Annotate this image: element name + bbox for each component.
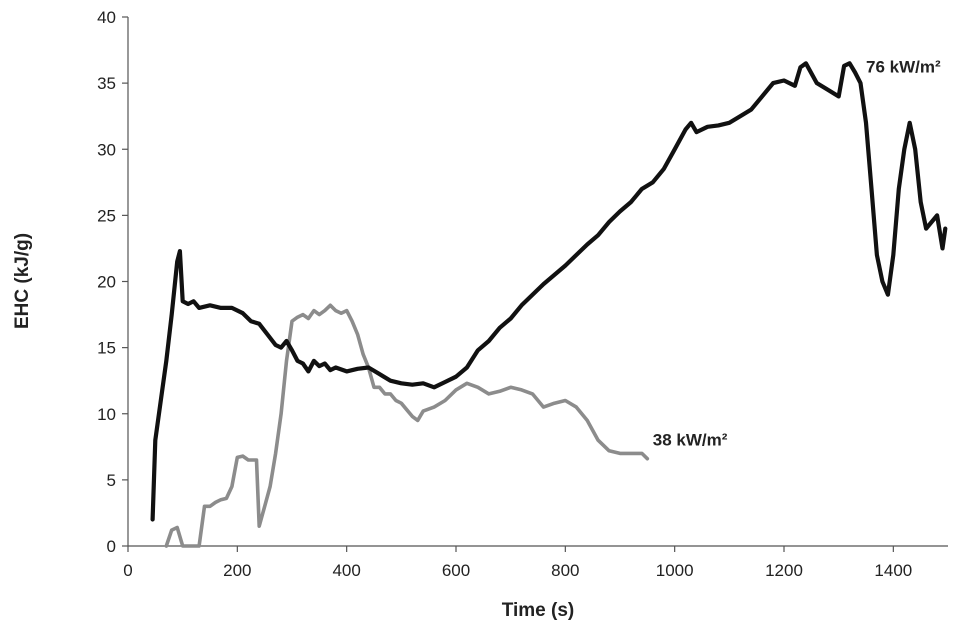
series-label-0: 76 kW/m² [866,58,941,77]
series-layer [150,61,948,548]
x-axis-title: Time (s) [502,600,575,621]
x-tick-label: 600 [442,561,470,580]
y-tick-label: 25 [97,206,116,225]
x-tick-label: 0 [123,561,132,580]
x-tick-label: 1200 [765,561,803,580]
x-ticks: 0 200 400 600 800 1000 1200 1400 [123,546,912,580]
x-tick-label: 200 [223,561,251,580]
y-axis-title: EHC (kJ/g) [12,233,33,329]
y-tick-label: 15 [97,339,116,358]
series-line-1 [164,303,650,548]
series-line-0 [150,61,948,522]
y-tick-label: 10 [97,405,116,424]
axes [127,17,948,547]
y-ticks: 0 5 10 15 20 25 30 35 40 [97,8,128,556]
y-tick-label: 35 [97,74,116,93]
series-label-1: 38 kW/m² [653,430,728,449]
y-tick-label: 0 [107,537,116,556]
x-tick-label: 1000 [656,561,694,580]
annotation-layer: 76 kW/m² 38 kW/m² [653,58,941,450]
y-tick-label: 40 [97,8,116,27]
y-tick-label: 5 [107,471,116,490]
x-tick-label: 800 [551,561,579,580]
y-tick-label: 30 [97,140,116,159]
x-tick-label: 1400 [874,561,912,580]
x-tick-label: 400 [332,561,360,580]
y-tick-label: 20 [97,273,116,292]
